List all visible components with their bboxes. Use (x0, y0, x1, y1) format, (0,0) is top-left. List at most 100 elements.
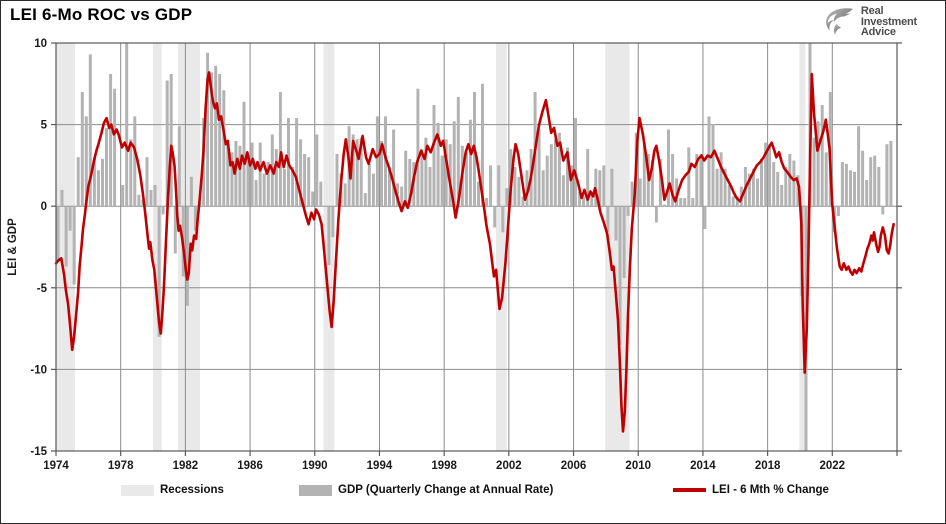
gdp-bar (525, 170, 529, 207)
gdp-bar (663, 204, 666, 207)
y-tick-label: 10 (34, 38, 47, 50)
gdp-bar (764, 142, 768, 207)
gdp-bar (68, 206, 72, 231)
gdp-bar (214, 65, 218, 207)
gdp-bar (889, 140, 893, 207)
gdp-bar (246, 155, 250, 207)
gdp-bar (250, 142, 254, 207)
gdp-bar (869, 157, 873, 207)
gdp-bar (707, 116, 711, 207)
gdp-bar (242, 101, 246, 207)
gdp-bar (642, 142, 646, 207)
gdp-bar (849, 170, 852, 207)
gdp-bar (420, 149, 424, 207)
gdp-bar (881, 206, 885, 215)
gdp-bar (566, 147, 569, 207)
gdp-bar (64, 206, 68, 267)
gdp-bar (117, 206, 121, 207)
gdp-bar (363, 193, 367, 207)
gdp-bar (638, 178, 642, 207)
gdp-bar (291, 167, 294, 207)
gdp-bar (723, 168, 727, 207)
gdp-bar (323, 206, 327, 207)
gdp-bar (416, 88, 420, 207)
gdp-bar (626, 206, 630, 216)
legend-item-gdp: GDP (Quarterly Change at Annual Rate) (299, 484, 553, 496)
recession-band (496, 43, 507, 451)
plot-border (55, 42, 898, 452)
gdp-bar (885, 144, 889, 207)
gdp-bar (210, 72, 214, 207)
gdp-bar (96, 170, 100, 207)
y-tick-label: -5 (37, 283, 48, 295)
gdp-bar (137, 194, 141, 207)
gdp-bar (149, 189, 153, 207)
gdp-bar (274, 149, 278, 207)
x-tick-label: 2014 (690, 460, 716, 472)
gdp-bar (367, 163, 371, 207)
gdp-bar (428, 167, 432, 207)
gdp-bar (861, 150, 865, 207)
gdp-bar (776, 171, 780, 207)
gdp-bar (711, 124, 715, 207)
y-tick-label: 0 (41, 201, 47, 213)
gdp-bar (610, 168, 614, 207)
gdp-bar (606, 206, 610, 233)
legend-item-lei: LEI - 6 Mth % Change (673, 484, 829, 496)
x-tick-label: 2010 (625, 460, 651, 472)
gdp-bar (586, 149, 590, 207)
gdp-bar (436, 123, 440, 207)
gdp-bar (185, 206, 189, 306)
gdp-bar (768, 144, 772, 207)
gdp-bar (493, 206, 497, 228)
gdp-bar (230, 152, 234, 207)
x-tick-label: 2002 (496, 460, 522, 472)
recession-swatch (121, 484, 154, 496)
gdp-bar (266, 162, 270, 207)
gdp-bar (590, 191, 594, 207)
x-tick-label: 1998 (431, 460, 457, 472)
gdp-bar (703, 206, 707, 229)
gdp-bar (303, 154, 307, 207)
gdp-bar (501, 206, 505, 233)
legend: Recessions GDP (Quarterly Change at Annu… (1, 482, 945, 502)
gdp-bar (80, 92, 84, 207)
gdp-bar (145, 157, 149, 207)
gdp-bar (853, 171, 856, 207)
gdp-bar (125, 43, 129, 207)
gdp-bar (675, 178, 679, 207)
gdp-bar (440, 155, 444, 207)
gdp-bar (489, 165, 493, 207)
gdp-bar (456, 96, 460, 207)
gdp-bar (468, 119, 472, 207)
gdp-bar (327, 206, 331, 265)
gdp-bar (780, 185, 784, 207)
gdp-bar (222, 90, 226, 207)
gdp-bar (343, 183, 347, 207)
gdp-bar (796, 175, 800, 207)
gdp-bar (630, 181, 634, 207)
gdp-bar (335, 154, 339, 207)
gdp-bar (747, 173, 751, 207)
gdp-bar (477, 181, 480, 207)
gdp-bar (424, 137, 428, 207)
gdp-bar (735, 196, 739, 207)
gdp-bar (161, 206, 165, 215)
gdp-bar (824, 152, 828, 207)
gdp-bar (355, 139, 359, 207)
gdp-bar (481, 83, 484, 207)
gdp-bar (109, 74, 113, 207)
ria-logo: Real Investment Advice (822, 6, 917, 38)
gdp-bar (549, 144, 553, 207)
logo-text: Real Investment Advice (861, 6, 917, 38)
gdp-bar (719, 152, 723, 207)
gdp-bar (194, 206, 197, 231)
gdp-bar (84, 116, 88, 207)
gdp-bar (258, 142, 262, 207)
gdp-bar (578, 191, 582, 207)
gdp-bar (400, 186, 404, 207)
gdp-bar (380, 140, 383, 207)
gdp-bar (691, 198, 695, 207)
gdp-bar (679, 198, 683, 207)
gdp-bar (371, 173, 375, 207)
